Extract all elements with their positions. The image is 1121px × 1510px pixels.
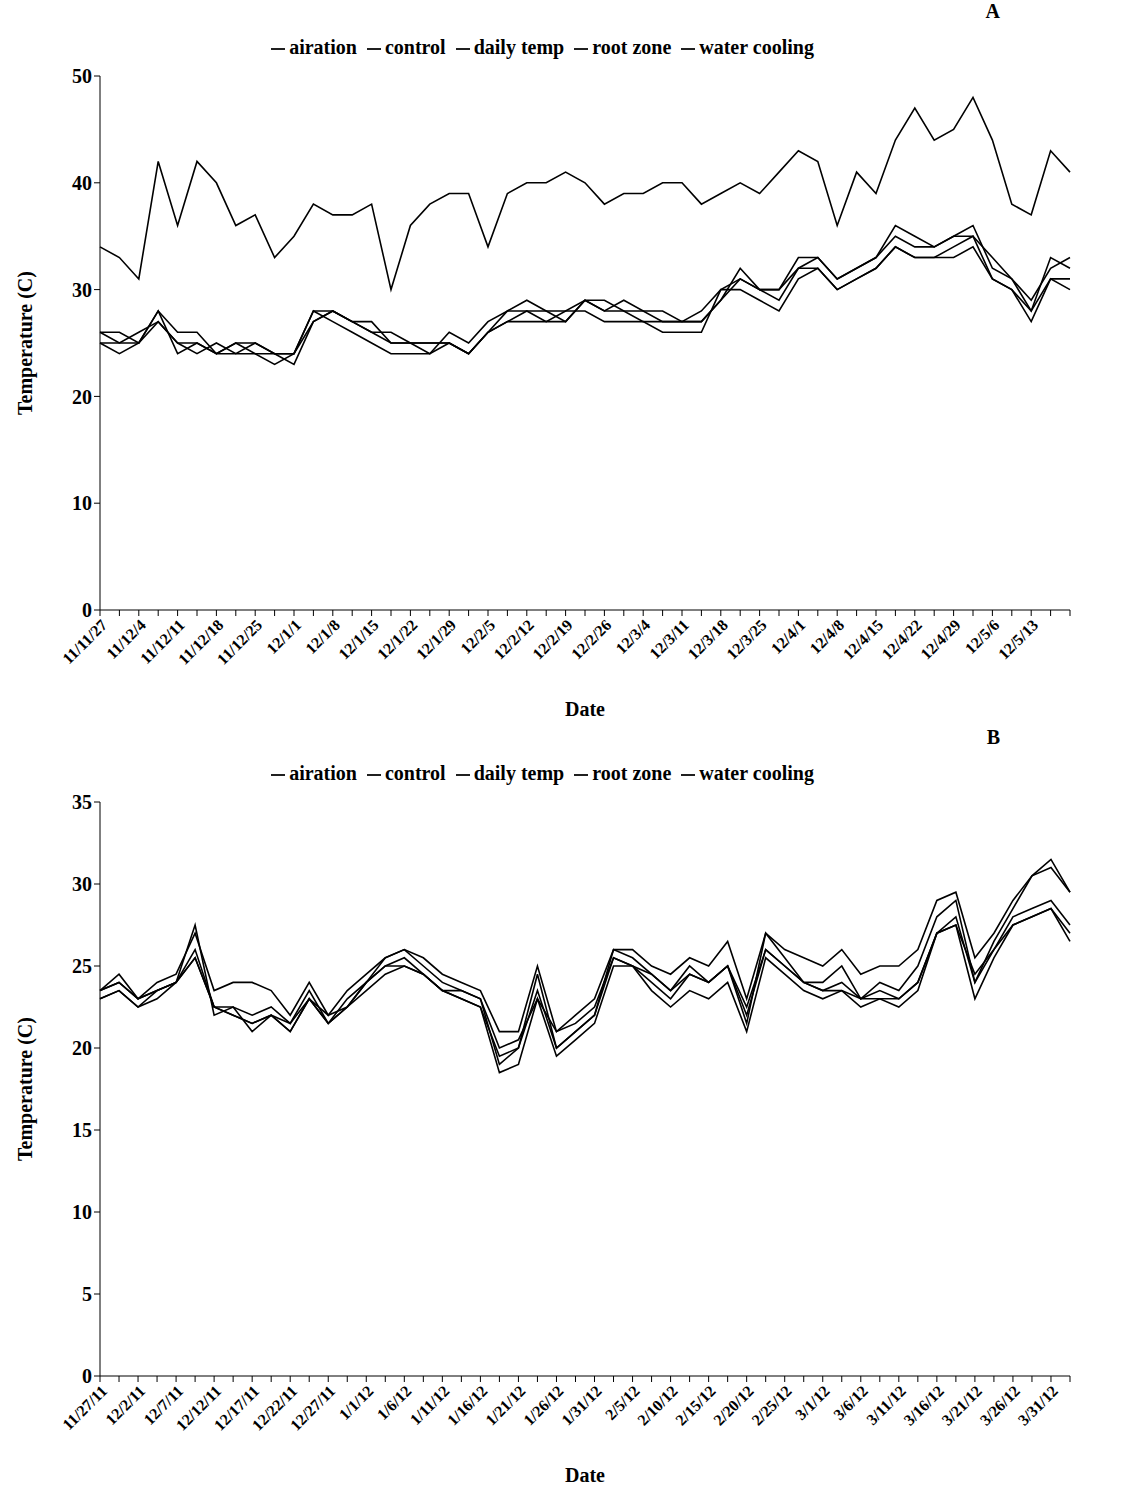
svg-text:3/11/12: 3/11/12: [863, 1382, 909, 1428]
svg-text:12/4/15: 12/4/15: [840, 616, 887, 663]
svg-text:3/26/12: 3/26/12: [977, 1382, 1024, 1429]
svg-text:12/1/15: 12/1/15: [335, 616, 382, 663]
svg-text:0: 0: [82, 599, 92, 621]
svg-text:12/7/11: 12/7/11: [140, 1382, 187, 1429]
svg-text:2/5/12: 2/5/12: [601, 1382, 643, 1424]
svg-text:50: 50: [72, 65, 92, 87]
svg-text:12/17/11: 12/17/11: [210, 1382, 263, 1434]
html-text:airation: airation: [289, 36, 357, 58]
html-text:daily temp: daily temp: [473, 36, 565, 58]
svg-text:11/12/4: 11/12/4: [103, 616, 149, 663]
svg-text:1/31/12: 1/31/12: [558, 1382, 605, 1429]
svg-text:11/12/18: 11/12/18: [174, 616, 227, 668]
svg-text:35: 35: [72, 791, 92, 813]
svg-text:5: 5: [82, 1283, 92, 1305]
svg-text:1/6/12: 1/6/12: [373, 1382, 415, 1424]
html-text:control: control: [384, 36, 446, 58]
svg-text:0: 0: [82, 1365, 92, 1387]
svg-text:Temperature (C): Temperature (C): [14, 271, 37, 415]
svg-text:Temperature (C): Temperature (C): [14, 1017, 37, 1161]
svg-text:12/12/11: 12/12/11: [172, 1382, 225, 1434]
svg-text:12/4/29: 12/4/29: [917, 616, 964, 663]
svg-text:2/10/12: 2/10/12: [634, 1382, 681, 1429]
svg-text:3/16/12: 3/16/12: [900, 1382, 947, 1429]
svg-text:2/20/12: 2/20/12: [710, 1382, 757, 1429]
svg-text:3/31/12: 3/31/12: [1015, 1382, 1062, 1429]
html-text:water cooling: water cooling: [699, 36, 814, 58]
svg-text:12/4/1: 12/4/1: [768, 616, 809, 657]
html-text:B: B: [986, 726, 1000, 748]
svg-text:12/22/11: 12/22/11: [248, 1382, 301, 1434]
svg-text:11/27/11: 11/27/11: [59, 1382, 110, 1433]
svg-text:3/6/12: 3/6/12: [830, 1382, 871, 1424]
svg-text:12/3/4: 12/3/4: [612, 616, 654, 658]
svg-text:15: 15: [72, 1119, 92, 1141]
svg-text:3/1/12: 3/1/12: [792, 1382, 833, 1423]
html-text:root zone: root zone: [592, 36, 672, 58]
svg-text:12/4/22: 12/4/22: [878, 616, 925, 663]
svg-text:12/1/1: 12/1/1: [263, 616, 304, 657]
svg-text:12/4/8: 12/4/8: [806, 616, 848, 658]
svg-text:12/2/12: 12/2/12: [490, 616, 537, 663]
html-text:airation: airation: [289, 762, 357, 784]
html-text:control: control: [384, 762, 446, 784]
svg-text:12/1/22: 12/1/22: [374, 616, 421, 663]
svg-text:11/12/25: 11/12/25: [214, 616, 266, 668]
svg-text:30: 30: [72, 279, 92, 301]
svg-text:12/2/26: 12/2/26: [568, 616, 615, 663]
svg-text:12/2/5: 12/2/5: [457, 616, 499, 658]
svg-text:12/1/29: 12/1/29: [413, 616, 460, 663]
svg-text:40: 40: [72, 172, 92, 194]
svg-text:3/21/12: 3/21/12: [938, 1382, 985, 1429]
svg-text:12/1/8: 12/1/8: [302, 616, 343, 658]
svg-text:10: 10: [72, 492, 92, 514]
html-text:root zone: root zone: [592, 762, 672, 784]
svg-text:1/11/12: 1/11/12: [407, 1382, 453, 1428]
svg-text:1/26/12: 1/26/12: [520, 1382, 567, 1429]
html-text:daily temp: daily temp: [473, 762, 565, 784]
svg-text:12/3/18: 12/3/18: [684, 616, 731, 663]
svg-text:1/1/12: 1/1/12: [335, 1382, 376, 1423]
svg-text:12/27/11: 12/27/11: [287, 1382, 339, 1434]
svg-text:20: 20: [72, 1037, 92, 1059]
svg-text:2/25/12: 2/25/12: [748, 1382, 795, 1429]
svg-text:12/2/19: 12/2/19: [529, 616, 576, 663]
svg-text:20: 20: [72, 386, 92, 408]
svg-text:12/2/11: 12/2/11: [102, 1382, 148, 1428]
svg-text:10: 10: [72, 1201, 92, 1223]
svg-text:1/21/12: 1/21/12: [482, 1382, 529, 1429]
html-text:water cooling: water cooling: [699, 762, 814, 784]
svg-text:12/5/6: 12/5/6: [961, 616, 1003, 658]
svg-text:11/12/11: 11/12/11: [136, 616, 188, 668]
svg-text:1/16/12: 1/16/12: [444, 1382, 491, 1429]
svg-text:Date: Date: [565, 698, 605, 720]
svg-text:12/3/11: 12/3/11: [646, 616, 692, 662]
svg-text:25: 25: [72, 955, 92, 977]
svg-text:30: 30: [72, 873, 92, 895]
svg-text:12/3/25: 12/3/25: [723, 616, 770, 663]
svg-text:11/11/27: 11/11/27: [59, 616, 110, 667]
svg-text:12/5/13: 12/5/13: [995, 616, 1042, 663]
html-text:A: A: [985, 0, 1000, 22]
svg-text:Date: Date: [565, 1464, 605, 1486]
svg-text:2/15/12: 2/15/12: [672, 1382, 719, 1429]
